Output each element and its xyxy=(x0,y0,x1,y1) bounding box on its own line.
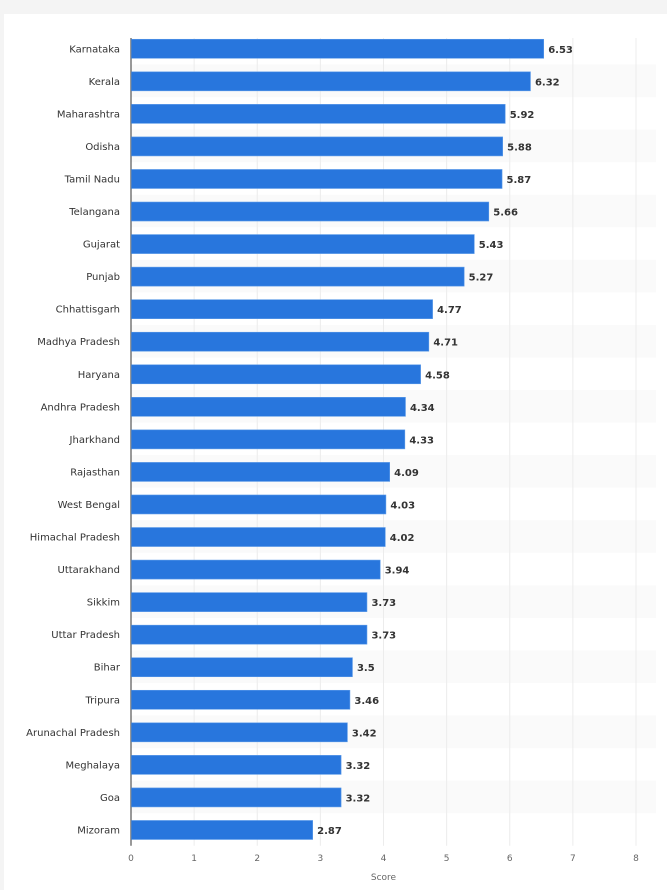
data-label: 6.32 xyxy=(535,77,560,88)
x-tick-label: 1 xyxy=(191,854,197,864)
data-label: 3.32 xyxy=(346,793,371,804)
category-label: Telangana xyxy=(68,207,120,218)
data-label: 4.02 xyxy=(390,533,415,544)
data-label: 4.03 xyxy=(390,500,415,511)
bar xyxy=(131,657,353,678)
category-label: Odisha xyxy=(85,142,120,153)
category-label: Mizoram xyxy=(77,825,120,836)
bar xyxy=(131,234,475,254)
x-tick-label: 5 xyxy=(444,854,450,864)
category-label: Madhya Pradesh xyxy=(37,337,120,348)
data-label: 5.43 xyxy=(479,240,504,251)
bar xyxy=(131,38,545,59)
category-label: Tamil Nadu xyxy=(64,174,120,185)
x-tick-label: 2 xyxy=(254,854,260,864)
category-label: Karnataka xyxy=(69,44,120,55)
data-label: 3.46 xyxy=(354,696,379,707)
data-label: 3.42 xyxy=(352,728,377,739)
bar xyxy=(131,169,503,189)
category-label: Goa xyxy=(100,793,120,804)
data-label: 3.73 xyxy=(371,631,396,642)
category-label: Sikkim xyxy=(87,598,120,609)
x-tick-label: 7 xyxy=(570,854,576,864)
data-label: 5.27 xyxy=(469,273,494,284)
bar xyxy=(131,624,368,645)
data-label: 3.32 xyxy=(346,761,371,772)
category-label: Maharashtra xyxy=(57,109,120,120)
x-tick-label: 4 xyxy=(381,854,387,864)
bar xyxy=(131,494,387,515)
data-label: 2.87 xyxy=(317,826,342,837)
data-label: 4.33 xyxy=(409,435,434,446)
category-label: Kerala xyxy=(89,77,120,88)
data-label: 4.71 xyxy=(433,338,458,349)
x-tick-label: 6 xyxy=(507,854,513,864)
bar xyxy=(131,364,421,385)
x-axis-title: Score xyxy=(371,873,397,883)
data-label: 6.53 xyxy=(548,45,573,56)
bar xyxy=(131,71,531,92)
bar xyxy=(131,397,406,417)
category-label: Chhattisgarh xyxy=(56,305,120,316)
x-tick-label: 3 xyxy=(318,854,324,864)
bar xyxy=(131,592,368,612)
bar xyxy=(131,689,351,710)
bar xyxy=(131,820,313,840)
bar xyxy=(131,787,342,808)
category-label: Jharkhand xyxy=(69,435,120,446)
data-label: 5.87 xyxy=(507,175,532,186)
data-label: 4.34 xyxy=(410,403,435,414)
data-label: 4.58 xyxy=(425,370,450,381)
x-tick-label: 0 xyxy=(128,854,134,864)
bar xyxy=(131,331,430,352)
data-label: 3.94 xyxy=(385,566,410,577)
category-label: Meghalaya xyxy=(65,760,120,771)
bar xyxy=(131,462,390,482)
category-label: Punjab xyxy=(86,272,120,283)
category-label: Tripura xyxy=(85,695,120,706)
category-label: Gujarat xyxy=(83,240,120,251)
data-label: 5.92 xyxy=(510,110,535,121)
category-label: Bihar xyxy=(94,663,121,674)
category-label: Uttarakhand xyxy=(58,565,120,576)
category-label: Andhra Pradesh xyxy=(41,402,120,413)
data-label: 4.77 xyxy=(437,305,462,316)
bar xyxy=(131,104,506,124)
category-label: West Bengal xyxy=(58,500,120,511)
x-tick-label: 8 xyxy=(633,854,639,864)
bar xyxy=(131,136,503,157)
category-label: Arunachal Pradesh xyxy=(26,728,120,739)
category-label: Rajasthan xyxy=(70,467,120,478)
bar xyxy=(131,266,465,287)
data-label: 5.66 xyxy=(493,208,518,219)
data-label: 4.09 xyxy=(394,468,419,479)
data-label: 3.5 xyxy=(357,663,375,674)
bar xyxy=(131,527,386,547)
bar xyxy=(131,755,342,775)
category-label: Himachal Pradesh xyxy=(30,533,120,544)
bar xyxy=(131,722,348,743)
bar xyxy=(131,299,433,319)
category-label: Uttar Pradesh xyxy=(51,630,120,641)
bar xyxy=(131,201,490,222)
data-label: 3.73 xyxy=(371,598,396,609)
category-label: Haryana xyxy=(78,370,120,381)
bar xyxy=(131,429,406,450)
data-label: 5.88 xyxy=(507,142,532,153)
bar xyxy=(131,559,381,580)
